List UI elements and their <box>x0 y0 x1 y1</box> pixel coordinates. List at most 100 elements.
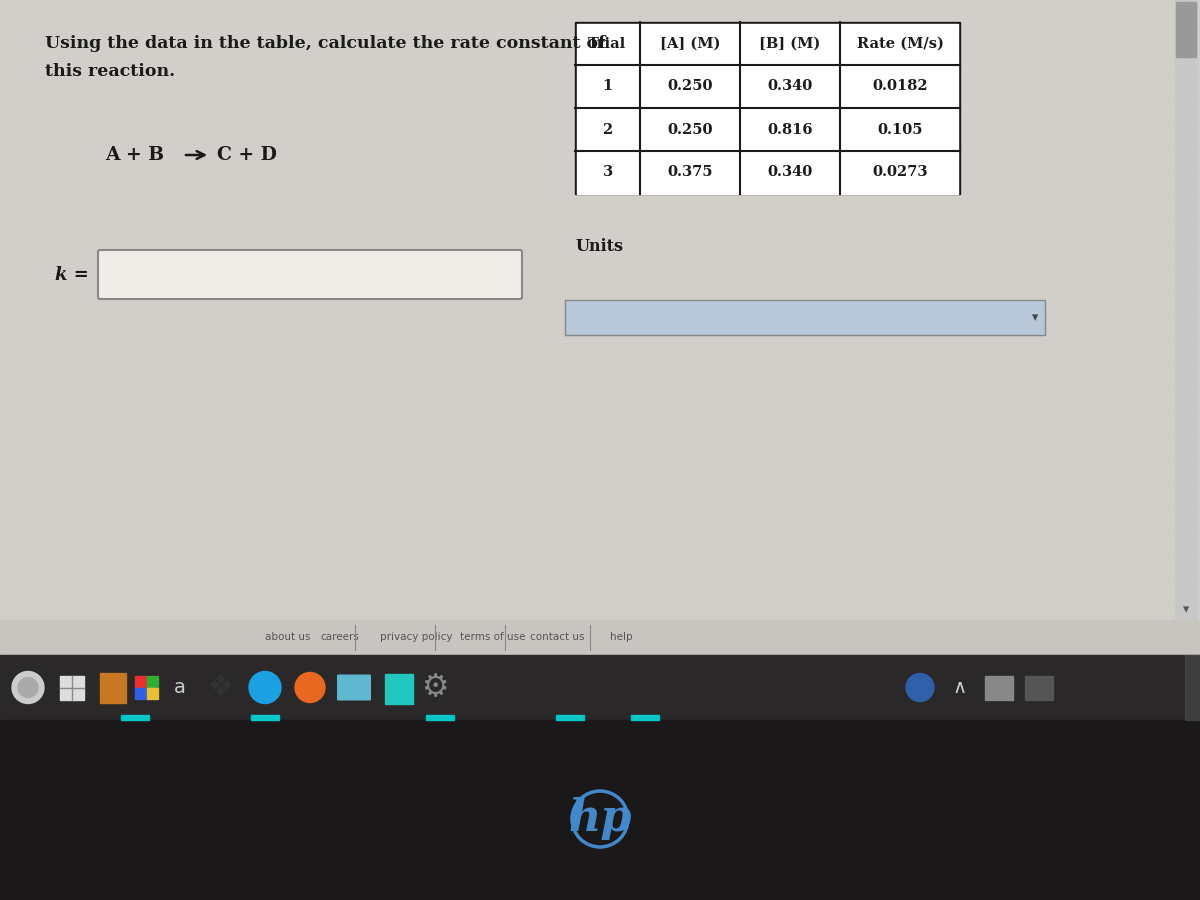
Bar <box>385 673 413 704</box>
Bar <box>0 159 1200 160</box>
Bar <box>0 108 1200 109</box>
Bar <box>0 270 1200 271</box>
Bar <box>0 114 1200 115</box>
Text: [B] (M): [B] (M) <box>760 37 821 50</box>
Bar <box>0 255 1200 256</box>
Bar <box>0 264 1200 265</box>
Bar <box>0 162 1200 163</box>
Bar <box>0 417 1200 418</box>
Bar <box>0 150 1200 151</box>
Bar <box>0 258 1200 259</box>
Bar <box>0 102 1200 103</box>
Bar <box>0 120 1200 121</box>
Bar <box>0 456 1200 457</box>
Bar <box>0 480 1200 481</box>
Bar <box>0 303 1200 304</box>
Bar <box>0 3 1200 4</box>
Bar <box>0 483 1200 484</box>
Bar <box>0 36 1200 37</box>
Bar <box>0 69 1200 70</box>
Bar <box>0 288 1200 289</box>
Bar <box>0 459 1200 460</box>
Text: 0.375: 0.375 <box>667 166 713 179</box>
Bar <box>0 375 1200 376</box>
Bar <box>0 399 1200 400</box>
Bar <box>0 620 1200 655</box>
Bar <box>0 261 1200 262</box>
Bar <box>0 135 1200 136</box>
Bar <box>0 621 1200 622</box>
Bar <box>0 222 1200 223</box>
Text: 0.340: 0.340 <box>767 166 812 179</box>
Text: Units: Units <box>575 238 623 255</box>
Bar <box>0 423 1200 424</box>
Bar <box>0 87 1200 88</box>
Text: a: a <box>174 678 186 697</box>
Bar <box>0 579 1200 580</box>
FancyBboxPatch shape <box>337 674 371 700</box>
Bar <box>0 654 1200 655</box>
Bar <box>134 688 146 698</box>
Bar <box>0 564 1200 565</box>
Bar <box>0 330 1200 331</box>
Bar <box>0 432 1200 433</box>
Text: Trial: Trial <box>588 37 626 50</box>
Bar <box>0 318 1200 319</box>
Bar <box>0 348 1200 349</box>
Bar <box>0 655 1200 720</box>
Bar <box>0 468 1200 469</box>
Bar <box>0 300 1200 301</box>
Bar <box>0 240 1200 241</box>
Bar <box>0 525 1200 526</box>
Bar <box>0 447 1200 448</box>
Bar <box>0 387 1200 388</box>
Bar <box>0 576 1200 577</box>
Bar <box>0 606 1200 607</box>
Bar <box>0 0 1200 655</box>
Bar <box>985 676 1013 699</box>
Bar <box>0 213 1200 214</box>
Bar <box>0 615 1200 616</box>
Bar <box>0 81 1200 82</box>
FancyBboxPatch shape <box>98 250 522 299</box>
Bar <box>0 636 1200 637</box>
Bar <box>148 688 158 698</box>
Bar <box>0 405 1200 406</box>
Bar <box>577 109 958 151</box>
Text: contact us: contact us <box>530 633 584 643</box>
Bar <box>0 552 1200 553</box>
Bar <box>0 558 1200 559</box>
Bar <box>0 534 1200 535</box>
Bar <box>0 393 1200 394</box>
Bar <box>0 501 1200 502</box>
Bar <box>0 246 1200 247</box>
Bar <box>0 549 1200 550</box>
Text: ∧: ∧ <box>953 678 967 697</box>
Bar <box>0 39 1200 40</box>
Bar <box>0 438 1200 439</box>
Bar <box>0 243 1200 244</box>
Bar <box>0 15 1200 16</box>
Bar <box>0 228 1200 229</box>
Text: 0.340: 0.340 <box>767 79 812 94</box>
Bar <box>565 300 1045 335</box>
Text: ▾: ▾ <box>1183 604 1189 617</box>
Circle shape <box>906 673 934 701</box>
Bar <box>251 715 278 720</box>
Circle shape <box>250 671 281 704</box>
Bar <box>0 291 1200 292</box>
Circle shape <box>12 671 44 704</box>
Bar <box>0 486 1200 487</box>
Bar <box>0 168 1200 169</box>
Bar <box>0 426 1200 427</box>
Bar <box>0 27 1200 28</box>
Bar <box>0 183 1200 184</box>
Bar <box>0 132 1200 133</box>
Bar <box>0 45 1200 46</box>
Bar <box>0 561 1200 562</box>
Bar <box>134 676 146 687</box>
Bar <box>0 603 1200 604</box>
Bar <box>0 642 1200 643</box>
Bar <box>0 522 1200 523</box>
Bar <box>0 378 1200 379</box>
